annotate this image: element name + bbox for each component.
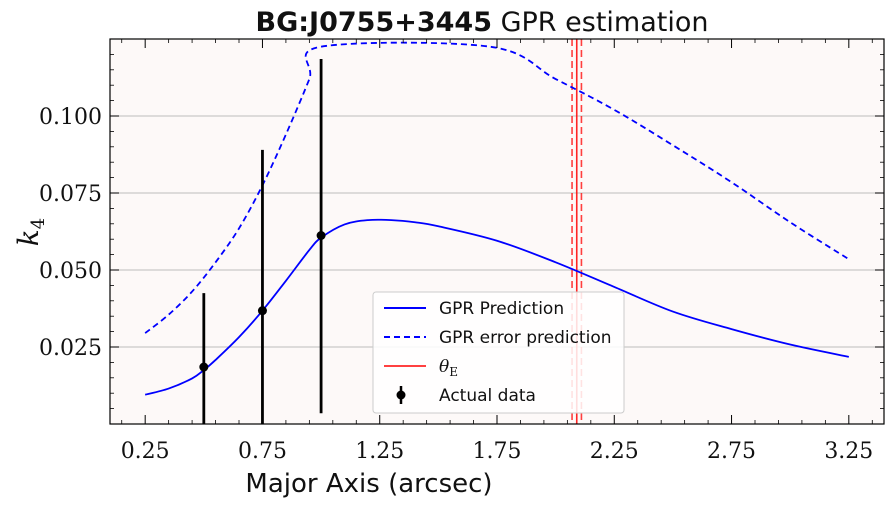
actual-data-layer [199,59,326,424]
x-tick-label: 1.25 [355,439,404,464]
legend-box [372,291,625,414]
legend-label-gpr-prediction: GPR Prediction [439,299,564,319]
legend-label-actual-data: Actual data [439,386,536,406]
x-axis-label: Major Axis (arcsec) [245,469,492,499]
y-axis-label-main: k [12,229,45,246]
legend-swatch-actual-data-marker [396,390,406,400]
legend-label-gpr-error: GPR error prediction [439,328,612,348]
chart-title: BG:J0755+3445 GPR estimation [256,7,709,38]
chart-title-bold: BG:J0755+3445 [256,7,493,38]
legend-label-theta-e-main: θ [439,357,449,377]
data-point [199,362,209,372]
legend-label-theta-e: θE [439,357,458,379]
legend: GPR Prediction GPR error prediction θE A… [372,291,625,414]
legend-label-theta-e-sub: E [449,365,458,379]
x-tick-label: 0.75 [238,439,287,464]
y-tick-label: 0.050 [39,259,102,284]
y-tick-label: 0.075 [39,182,102,207]
gpr-error-line [144,41,850,334]
y-tick-label: 0.100 [39,105,102,130]
y-axis-label-sub: 4 [28,218,49,229]
x-tick-label: 0.25 [121,439,170,464]
x-tick-label: 2.25 [590,439,639,464]
x-tick-label: 2.75 [707,439,756,464]
x-tick-label: 1.75 [473,439,522,464]
chart-title-rest: GPR estimation [492,7,708,38]
series-layer [144,41,850,396]
grid-lines [110,115,884,348]
y-axis-label: k4 [12,218,49,246]
gpr-prediction-line [144,218,850,396]
y-tick-label: 0.025 [39,336,102,361]
data-point [257,306,267,316]
ticks: 0.025 0.050 0.075 0.100 0.25 0.75 1.25 1.75 2.25… [39,39,884,464]
data-point [316,231,326,241]
x-tick-label: 3.25 [824,439,873,464]
